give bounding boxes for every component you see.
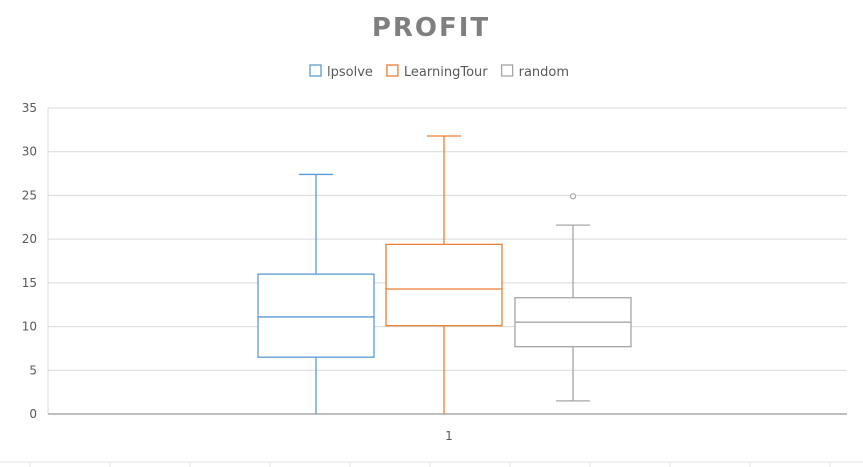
legend-label: LearningTour <box>404 65 488 80</box>
y-tick-label: 25 <box>22 188 37 202</box>
box-learningtour <box>385 135 503 414</box>
y-tick-label: 30 <box>22 145 37 159</box>
legend-item-random: random <box>500 64 569 80</box>
legend-swatch <box>309 64 322 77</box>
y-tick-label: 0 <box>29 407 37 421</box>
legend-label: random <box>519 65 569 80</box>
legend-item-learningtour: LearningTour <box>386 64 488 80</box>
legend-label: lpsolve <box>327 65 373 80</box>
box-series <box>257 135 632 414</box>
outlier-point <box>569 193 577 200</box>
x-tick-label: 1 <box>445 429 453 443</box>
y-tick-label: 20 <box>22 232 37 246</box>
y-tick-label: 35 <box>22 101 37 115</box>
legend: lpsolve LearningTour random <box>309 64 569 80</box>
box-random <box>514 193 632 402</box>
y-tick-label: 15 <box>22 276 37 290</box>
iqr-box <box>257 273 375 358</box>
legend-swatch <box>500 64 514 77</box>
x-axis: 1 <box>48 413 847 443</box>
gridlines <box>48 107 847 371</box>
legend-swatch <box>386 64 399 77</box>
y-tick-label: 5 <box>29 363 37 377</box>
box-lpsolve <box>257 173 375 414</box>
legend-item-lpsolve: lpsolve <box>309 64 373 80</box>
iqr-box <box>385 243 503 327</box>
chart-title: PROFIT <box>372 13 490 43</box>
spreadsheet-grid <box>0 461 863 467</box>
y-tick-label: 10 <box>22 320 37 334</box>
y-axis: 0 5 10 15 20 25 30 35 <box>22 101 49 421</box>
